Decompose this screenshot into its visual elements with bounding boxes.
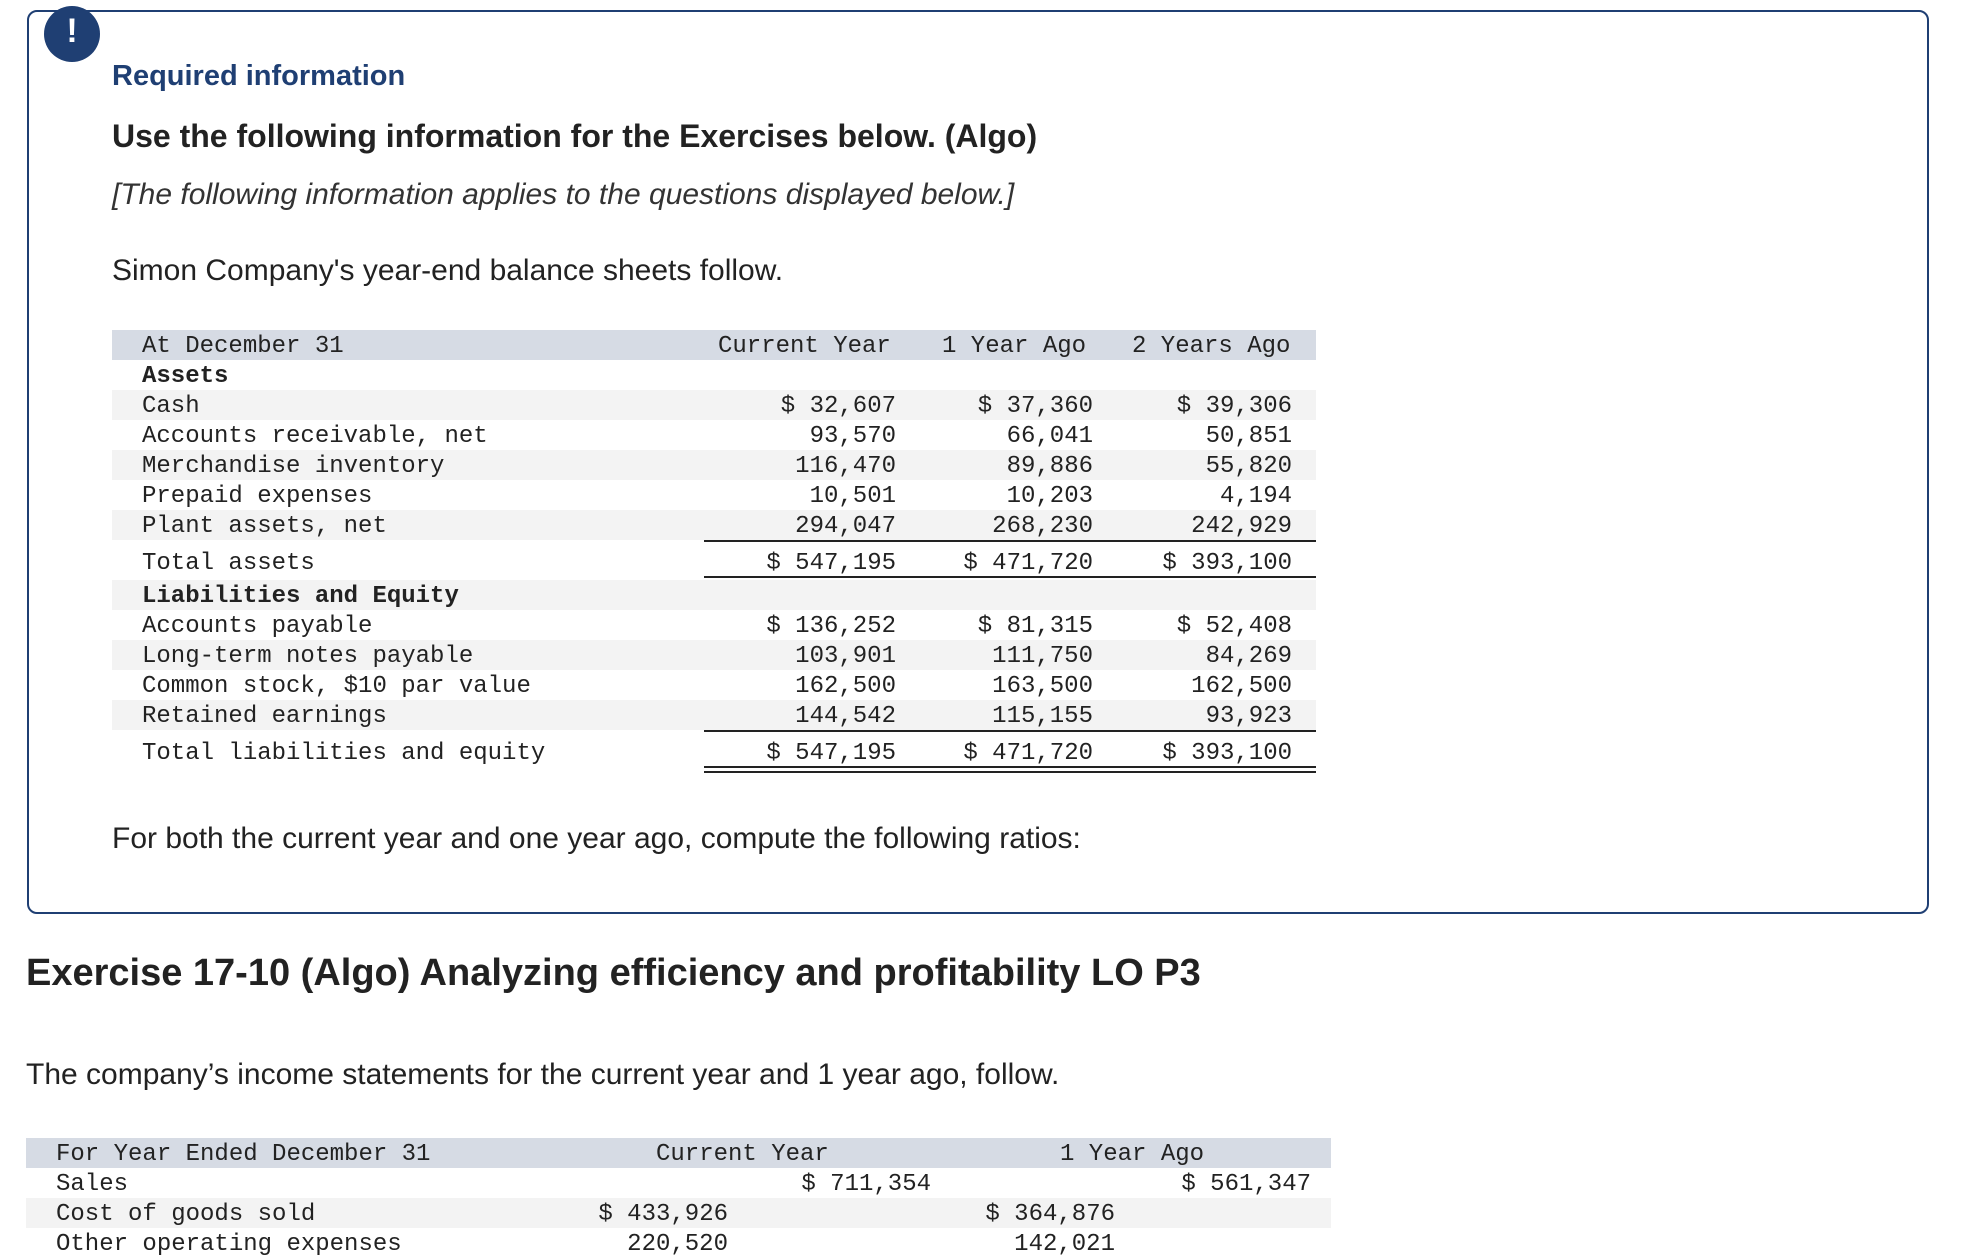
table-row: Plant assets, net 294,047 268,230 242,92… — [112, 510, 1316, 540]
cell-current-year: 103,901 — [795, 643, 896, 670]
required-info-panel: ! — [27, 6, 1929, 914]
row-label: Merchandise inventory — [142, 453, 445, 480]
cell-2-years-ago: 55,820 — [1205, 453, 1292, 480]
ratios-instruction: For both the current year and one year a… — [112, 822, 1081, 855]
cell-current-year: 294,047 — [795, 513, 896, 540]
header-current-year: Current Year — [718, 333, 891, 360]
table-row: Accounts receivable, net 93,570 66,041 5… — [112, 420, 1316, 450]
income-statement-table: For Year Ended December 31 Current Year … — [26, 1138, 1331, 1258]
required-info-heading: Required information — [112, 60, 406, 92]
cell-current-detail: $ 433,926 — [598, 1201, 728, 1228]
alert-icon: ! — [44, 6, 100, 62]
header-1-year-ago: 1 Year Ago — [942, 333, 1087, 360]
cell-2-years-ago: 93,923 — [1205, 703, 1292, 730]
row-label: Common stock, $10 par value — [142, 673, 531, 700]
subtotal-rule — [704, 540, 1316, 542]
cell-2-years-ago: 4,194 — [1219, 483, 1292, 510]
table-row: Sales $ 711,354 $ 561,347 — [26, 1168, 1331, 1198]
section-heading-row: Assets — [112, 360, 1316, 390]
cell-2-years-ago: $ 39,306 — [1176, 393, 1292, 420]
cell-current-year: $ 32,607 — [780, 393, 896, 420]
table-row: Prepaid expenses 10,501 10,203 4,194 — [112, 480, 1316, 510]
row-label: Cash — [142, 393, 200, 420]
cell-current-year: 93,570 — [809, 423, 896, 450]
row-label: Sales — [56, 1171, 129, 1198]
cell-1-year-ago: 66,041 — [1006, 423, 1093, 450]
cell-2-years-ago: $ 393,100 — [1162, 550, 1292, 577]
cell-current-year: $ 547,195 — [766, 740, 896, 767]
table-row: Long-term notes payable 103,901 111,750 … — [112, 640, 1316, 670]
liabilities-heading: Liabilities and Equity — [142, 583, 459, 610]
cell-current-year: 116,470 — [795, 453, 896, 480]
cell-current-year: 10,501 — [809, 483, 896, 510]
cell-prior-detail: $ 364,876 — [985, 1201, 1115, 1228]
cell-2-years-ago: $ 52,408 — [1176, 613, 1292, 640]
table-row: Retained earnings 144,542 115,155 93,923 — [112, 700, 1316, 730]
header-label: At December 31 — [142, 333, 344, 360]
row-label: Total assets — [142, 550, 315, 577]
row-label: Total liabilities and equity — [142, 740, 546, 767]
cell-1-year-ago: 268,230 — [992, 513, 1093, 540]
cell-current-year: $ 136,252 — [766, 613, 896, 640]
table-row: Other operating expenses 220,520 142,021 — [26, 1228, 1331, 1258]
table-row: Accounts payable $ 136,252 $ 81,315 $ 52… — [112, 610, 1316, 640]
row-label: Other operating expenses — [56, 1231, 402, 1258]
row-label: Accounts receivable, net — [142, 423, 488, 450]
section-heading-row: Liabilities and Equity — [112, 580, 1316, 610]
cell-2-years-ago: $ 393,100 — [1162, 740, 1292, 767]
cell-1-year-ago: 10,203 — [1006, 483, 1093, 510]
income-statement-intro: The company’s income statements for the … — [26, 1058, 1060, 1091]
total-liabilities-row: Total liabilities and equity $ 547,195 $… — [112, 730, 1316, 773]
cell-1-year-ago: 89,886 — [1006, 453, 1093, 480]
total-assets-row: Total assets $ 547,195 $ 471,720 $ 393,1… — [112, 540, 1316, 583]
header-label: For Year Ended December 31 — [56, 1141, 431, 1168]
row-label: Accounts payable — [142, 613, 373, 640]
table-header-row: At December 31 Current Year 1 Year Ago 2… — [112, 330, 1316, 360]
row-label: Long-term notes payable — [142, 643, 474, 670]
cell-1-year-ago: $ 37,360 — [977, 393, 1093, 420]
cell-current-year: $ 547,195 — [766, 550, 896, 577]
header-2-years-ago: 2 Years Ago — [1132, 333, 1291, 360]
cell-current-year: 144,542 — [795, 703, 896, 730]
balance-sheet-intro: Simon Company's year-end balance sheets … — [112, 254, 784, 287]
cell-1-year-ago: $ 471,720 — [963, 740, 1093, 767]
cell-1-year-ago: $ 471,720 — [963, 550, 1093, 577]
assets-heading: Assets — [142, 363, 229, 390]
header-1-year-ago: 1 Year Ago — [1060, 1141, 1205, 1168]
table-header-row: For Year Ended December 31 Current Year … — [26, 1138, 1331, 1168]
cell-2-years-ago: 50,851 — [1205, 423, 1292, 450]
subtotal-rule — [704, 730, 1316, 732]
cell-prior-detail: 142,021 — [1014, 1231, 1115, 1258]
cell-1-year-ago: 115,155 — [992, 703, 1093, 730]
row-label: Retained earnings — [142, 703, 387, 730]
cell-prior-total: $ 561,347 — [1181, 1171, 1311, 1198]
row-label: Prepaid expenses — [142, 483, 373, 510]
cell-current-total: $ 711,354 — [801, 1171, 931, 1198]
cell-1-year-ago: 111,750 — [992, 643, 1093, 670]
table-row: Common stock, $10 par value 162,500 163,… — [112, 670, 1316, 700]
table-row: Cash $ 32,607 $ 37,360 $ 39,306 — [112, 390, 1316, 420]
cell-current-year: 162,500 — [795, 673, 896, 700]
instructions-heading: Use the following information for the Ex… — [112, 118, 1038, 154]
exercise-title: Exercise 17-10 (Algo) Analyzing efficien… — [26, 952, 1201, 994]
row-label: Plant assets, net — [142, 513, 387, 540]
cell-1-year-ago: $ 81,315 — [977, 613, 1093, 640]
table-row: Cost of goods sold $ 433,926 $ 364,876 — [26, 1198, 1331, 1228]
cell-2-years-ago: 84,269 — [1205, 643, 1292, 670]
table-row: Merchandise inventory 116,470 89,886 55,… — [112, 450, 1316, 480]
row-label: Cost of goods sold — [56, 1201, 316, 1228]
cell-2-years-ago: 162,500 — [1191, 673, 1292, 700]
applies-note: [The following information applies to th… — [112, 178, 1015, 211]
cell-1-year-ago: 163,500 — [992, 673, 1093, 700]
cell-2-years-ago: 242,929 — [1191, 513, 1292, 540]
balance-sheet-table: At December 31 Current Year 1 Year Ago 2… — [112, 330, 1316, 773]
cell-current-detail: 220,520 — [627, 1231, 728, 1258]
total-double-rule — [704, 766, 1316, 773]
header-current-year: Current Year — [656, 1141, 829, 1168]
